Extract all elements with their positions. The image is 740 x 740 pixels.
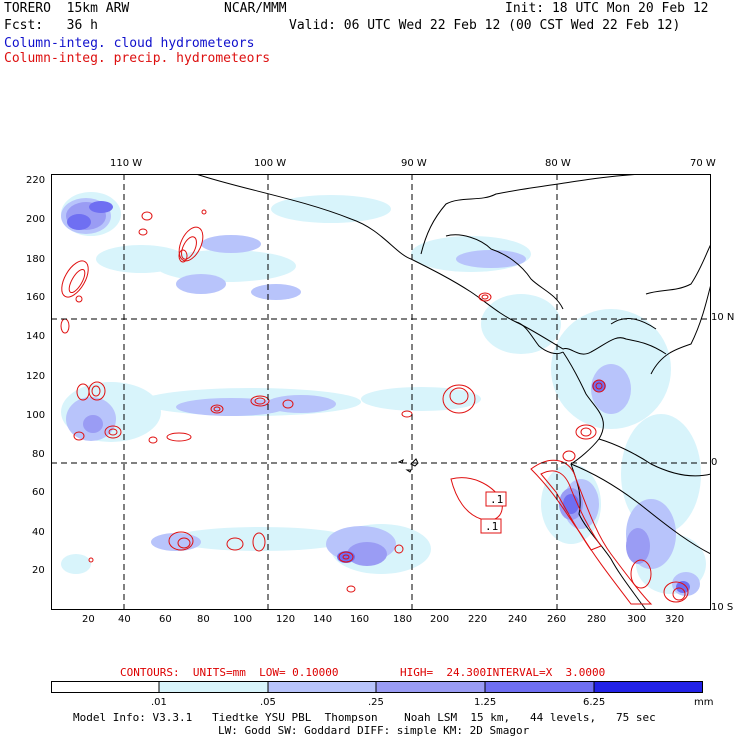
forecast-map: .1 .1 — [51, 174, 711, 610]
x-tick: 200 — [430, 614, 450, 625]
organization: NCAR/MMM — [224, 1, 287, 16]
lat-label-10s: 10 S — [711, 602, 734, 613]
legend-swatch-4 — [485, 681, 594, 693]
color-legend — [51, 681, 703, 693]
x-tick: 240 — [508, 614, 528, 625]
legend-swatch-1 — [159, 681, 268, 693]
model-info-line2: LW: Godd SW: Goddard DIFF: simple KM: 2D… — [218, 724, 530, 737]
lon-label-90w: 90 W — [401, 158, 427, 169]
y-tick: 160 — [26, 292, 46, 303]
lon-label-70w: 70 W — [690, 158, 716, 169]
y-tick: 180 — [26, 254, 46, 265]
box-label-2: .1 — [485, 520, 498, 533]
y-tick: 120 — [26, 371, 46, 382]
y-tick: 80 — [32, 449, 45, 460]
lon-label-80w: 80 W — [545, 158, 571, 169]
legend-swatch-5 — [594, 681, 703, 693]
model-title: TORERO 15km ARW — [4, 1, 130, 16]
precip-contours — [60, 209, 689, 605]
x-tick: 60 — [159, 614, 172, 625]
legend-swatch-3 — [376, 681, 485, 693]
field-cloud-label: Column-integ. cloud hydrometeors — [4, 36, 255, 51]
x-tick: 180 — [393, 614, 413, 625]
x-tick: 220 — [468, 614, 488, 625]
contours-interval: INTERVAL=X 3.0000 — [486, 666, 606, 679]
y-tick: 40 — [32, 527, 45, 538]
field-precip-label: Column-integ. precip. hydrometeors — [4, 51, 271, 66]
x-tick: 160 — [350, 614, 370, 625]
contours-label: CONTOURS: UNITS=mm LOW= 0.10000 — [120, 666, 339, 679]
x-tick: 280 — [587, 614, 607, 625]
legend-label: .25 — [368, 697, 384, 708]
y-tick: 200 — [26, 214, 46, 225]
init-time: Init: 18 UTC Mon 20 Feb 12 — [505, 1, 709, 16]
y-tick: 100 — [26, 410, 46, 421]
x-tick: 80 — [197, 614, 210, 625]
forecast-hour: Fcst: 36 h — [4, 18, 98, 33]
legend-label: 6.25 — [583, 697, 606, 708]
cloud-shading — [61, 192, 706, 596]
box-label-1: .1 — [490, 493, 503, 506]
model-info-line1: Model Info: V3.3.1 Tiedtke YSU PBL Thomp… — [73, 711, 656, 724]
lat-label-10n: 10 N — [711, 312, 735, 323]
x-tick: 100 — [233, 614, 253, 625]
x-tick: 40 — [118, 614, 131, 625]
y-tick: 20 — [32, 565, 45, 576]
legend-label: 1.25 — [474, 697, 497, 708]
valid-time: Valid: 06 UTC Wed 22 Feb 12 (00 CST Wed … — [289, 18, 681, 33]
x-tick: 320 — [665, 614, 685, 625]
box-labels: .1 .1 — [480, 491, 507, 534]
coastlines — [195, 174, 711, 610]
x-tick: 120 — [276, 614, 296, 625]
x-tick: 260 — [547, 614, 567, 625]
legend-swatch-2 — [268, 681, 376, 693]
legend-label: .01 — [151, 697, 167, 708]
lon-label-110w: 110 W — [110, 158, 143, 169]
legend-unit: mm — [694, 697, 714, 708]
legend-swatch-0 — [51, 681, 159, 693]
x-tick: 300 — [627, 614, 647, 625]
legend-label: .05 — [260, 697, 276, 708]
y-tick: 140 — [26, 331, 46, 342]
y-tick: 220 — [26, 175, 46, 186]
lat-label-0: 0 — [711, 457, 718, 468]
y-tick: 60 — [32, 487, 45, 498]
grid-lines — [51, 174, 711, 610]
contours-high: HIGH= 24.300 — [400, 666, 487, 679]
x-tick: 140 — [313, 614, 333, 625]
x-tick: 20 — [82, 614, 95, 625]
lon-label-100w: 100 W — [254, 158, 287, 169]
map-frame — [51, 174, 711, 610]
